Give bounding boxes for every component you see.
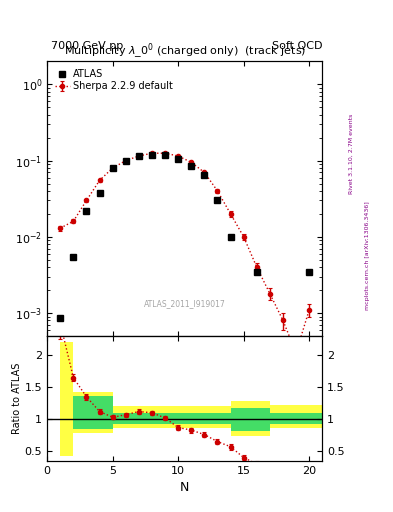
ATLAS [84,208,89,214]
ATLAS [110,165,115,171]
Text: Soft QCD: Soft QCD [272,41,322,51]
ATLAS [215,198,220,204]
Text: ATLAS_2011_I919017: ATLAS_2011_I919017 [144,300,226,309]
ATLAS [307,268,312,274]
Legend: ATLAS, Sherpa 2.2.9 default: ATLAS, Sherpa 2.2.9 default [52,66,176,94]
Bar [73,392,113,433]
Bar [73,396,113,430]
Bar [165,407,231,428]
ATLAS [202,172,207,178]
ATLAS [97,189,102,196]
Title: Multiplicity $\lambda\_0^0$ (charged only)  (track jets): Multiplicity $\lambda\_0^0$ (charged onl… [64,42,306,61]
ATLAS [254,268,259,274]
Text: mcplots.cern.ch [arXiv:1306.3436]: mcplots.cern.ch [arXiv:1306.3436] [365,202,370,310]
ATLAS [123,158,128,164]
Bar [231,401,270,436]
ATLAS [136,153,141,159]
Line: ATLAS: ATLAS [57,152,312,321]
ATLAS [58,315,62,322]
Bar [231,408,270,431]
Y-axis label: Ratio to ATLAS: Ratio to ATLAS [12,362,22,434]
ATLAS [228,234,233,240]
Bar [113,413,165,424]
Bar [113,407,165,428]
ATLAS [189,163,194,169]
Text: 7000 GeV pp: 7000 GeV pp [51,41,123,51]
Text: Rivet 3.1.10, 2.7M events: Rivet 3.1.10, 2.7M events [349,114,354,194]
ATLAS [176,156,180,162]
ATLAS [71,253,76,260]
Bar [165,413,231,424]
X-axis label: N: N [180,481,189,494]
ATLAS [150,152,154,158]
Bar [270,413,322,424]
Bar [60,343,73,456]
ATLAS [163,152,167,158]
Bar [270,405,322,428]
